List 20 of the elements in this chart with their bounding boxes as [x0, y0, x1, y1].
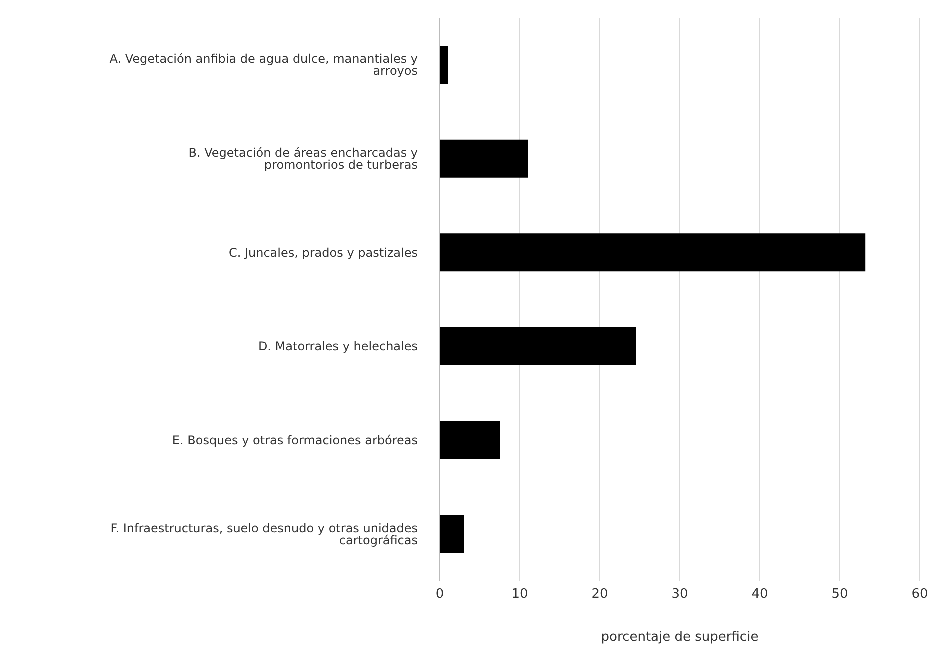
y-tick-label: F. Infraestructuras, suelo desnudo y otras unidades cartográficas — [110, 521, 418, 548]
bar — [440, 140, 528, 178]
bar — [440, 328, 636, 366]
x-tick-label: 20 — [592, 587, 608, 602]
x-tick-label: 30 — [672, 587, 688, 602]
y-tick-label: A. Vegetación anfibia de agua dulce, manantiales y arroyos — [110, 52, 418, 78]
y-tick-label: E. Bosques y otras formaciones arbóreas — [172, 434, 418, 448]
x-tick-label: 10 — [512, 587, 528, 602]
bar — [440, 234, 866, 272]
x-axis-title: porcentaje de superficie — [601, 630, 759, 645]
bar — [440, 421, 500, 460]
x-tick-label: 50 — [832, 587, 848, 602]
x-tick-label: 0 — [436, 587, 444, 602]
x-tick-label: 60 — [912, 587, 928, 602]
y-tick-label: B. Vegetación de áreas encharcadas y promontorios de turberas — [188, 146, 418, 172]
x-tick-label: 40 — [752, 587, 768, 602]
y-tick-label: C. Juncales, prados y pastizales — [228, 246, 418, 260]
bar — [440, 46, 448, 84]
bar — [440, 515, 464, 554]
y-tick-label: D. Matorrales y helechales — [258, 340, 418, 354]
